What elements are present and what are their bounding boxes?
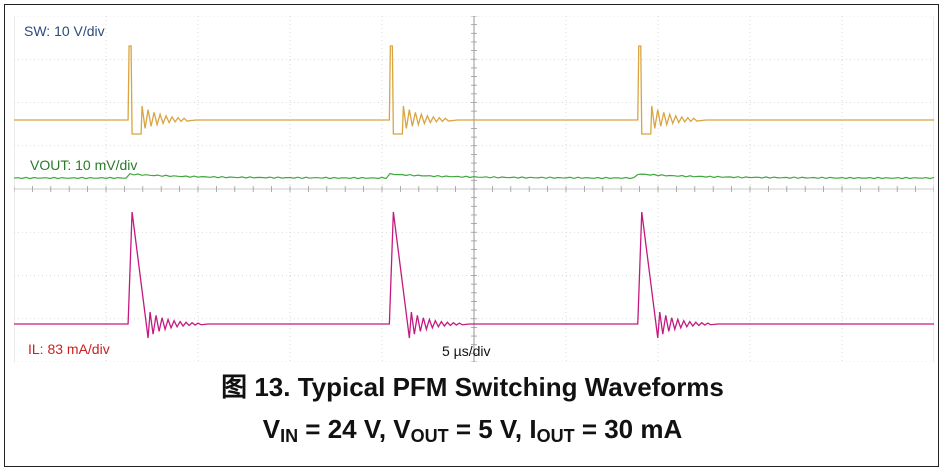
scope-plot bbox=[14, 16, 934, 362]
vin-symbol: V bbox=[262, 414, 281, 444]
iout-value: = 30 mA bbox=[581, 414, 683, 444]
figure-prefix: 图 13. bbox=[221, 372, 291, 402]
vout-value: = 5 V bbox=[455, 414, 515, 444]
vout-channel-label: VOUT: 10 mV/div bbox=[30, 157, 138, 173]
iout-symbol: I bbox=[529, 414, 537, 444]
vout-subscript: OUT bbox=[410, 426, 449, 446]
timebase-label: 5 µs/div bbox=[442, 343, 491, 359]
oscilloscope-display: SW: 10 V/div VOUT: 10 mV/div IL: 83 mA/d… bbox=[14, 16, 934, 362]
vin-value: = 24 V bbox=[305, 414, 379, 444]
sw-waveform bbox=[14, 45, 934, 135]
il-waveform bbox=[14, 211, 934, 339]
figure-caption: 图 13. Typical PFM Switching Waveforms bbox=[0, 372, 945, 402]
figure-title: Typical PFM Switching Waveforms bbox=[297, 372, 724, 402]
iout-subscript: OUT bbox=[536, 426, 575, 446]
figure-conditions: VIN = 24 V, VOUT = 5 V, IOUT = 30 mA bbox=[262, 414, 683, 446]
vout-symbol: V bbox=[393, 414, 411, 444]
vin-subscript: IN bbox=[280, 426, 299, 446]
il-channel-label: IL: 83 mA/div bbox=[28, 341, 110, 357]
sw-channel-label: SW: 10 V/div bbox=[24, 23, 105, 39]
vout-waveform bbox=[14, 172, 934, 180]
